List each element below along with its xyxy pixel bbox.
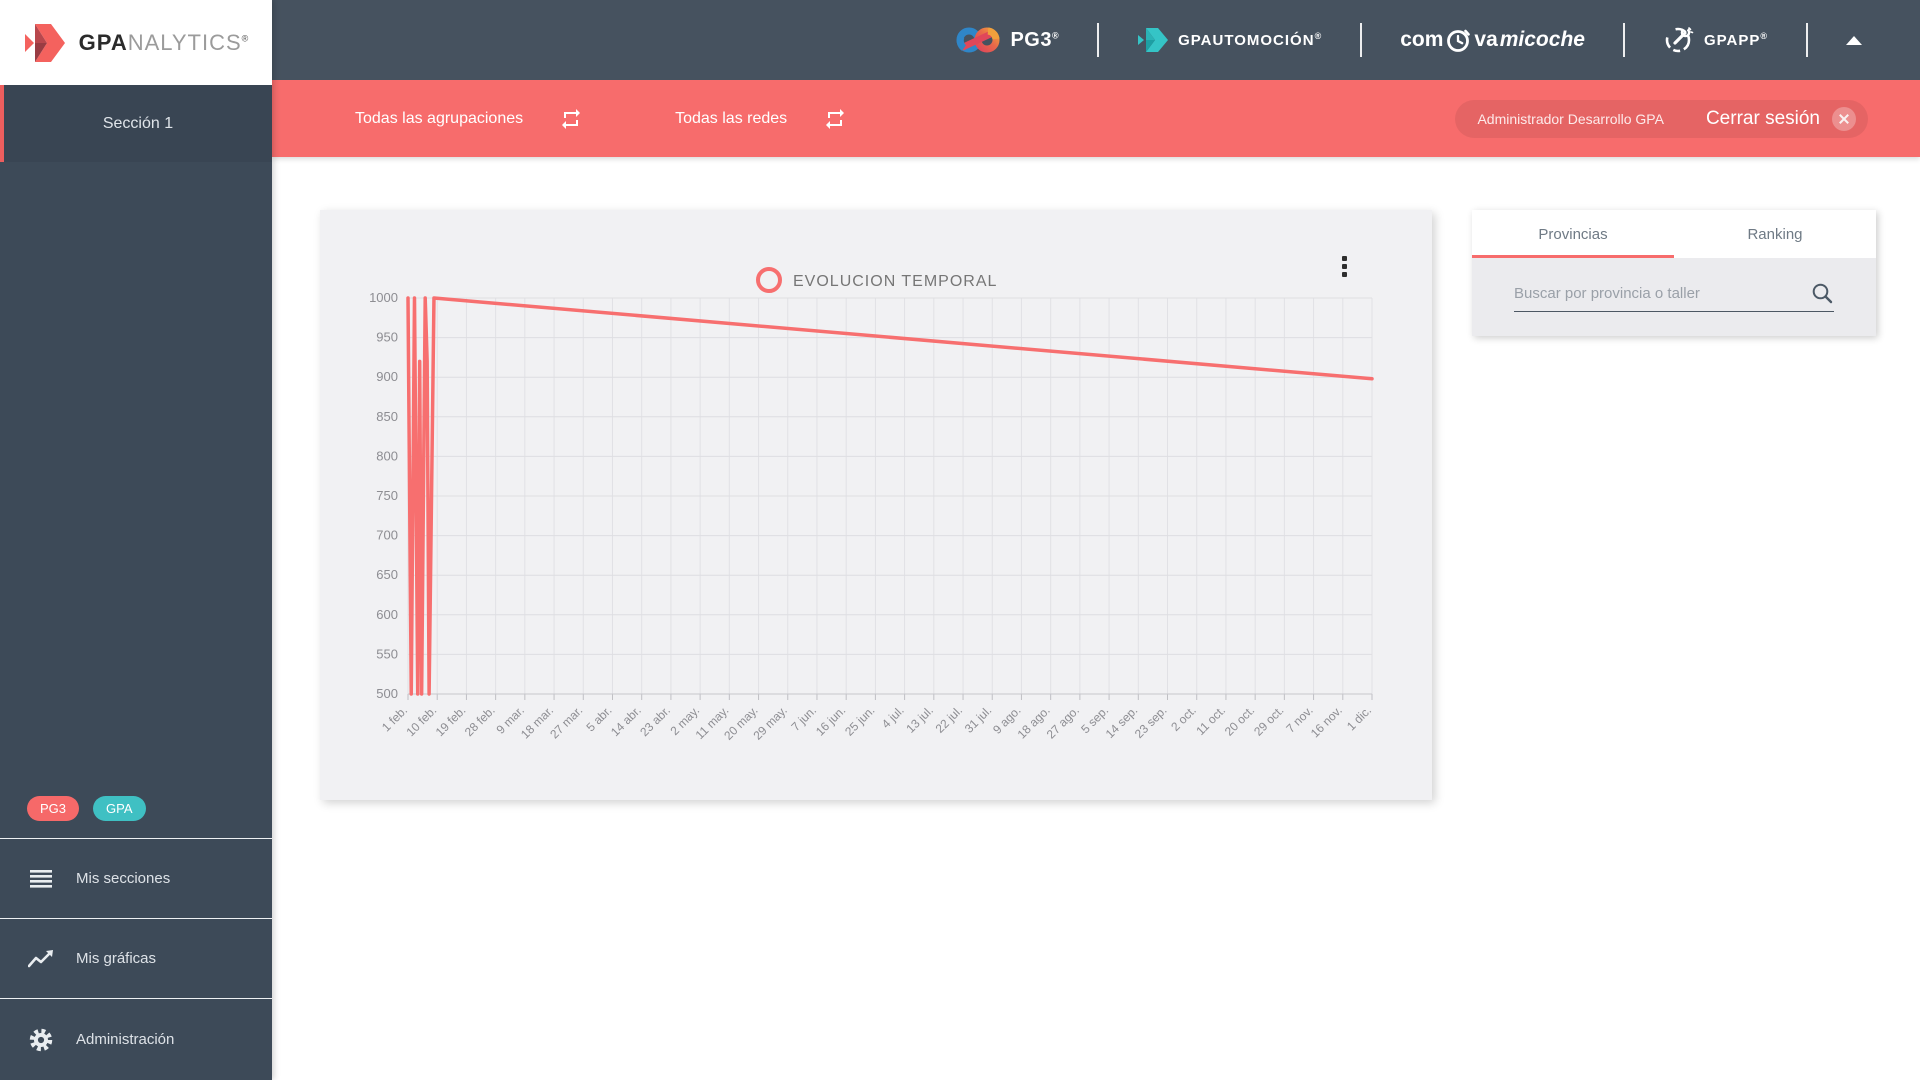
line-chart: 1 feb.10 feb.19 feb.28 feb.9 mar.18 mar.…	[369, 267, 1374, 743]
svg-text:1 dic.: 1 dic.	[1344, 703, 1374, 733]
tab-label: Provincias	[1538, 225, 1608, 243]
search-input[interactable]	[1514, 285, 1811, 302]
gpapp-logo: GPAPP®	[1663, 24, 1768, 56]
gpautomocion-logo: GPAUTOMOCIÓN®	[1137, 25, 1322, 55]
svg-text:23 sep.: 23 sep.	[1132, 703, 1170, 741]
compra-text-post: micoche	[1499, 28, 1585, 51]
header-divider	[1622, 23, 1625, 57]
logo-light-text: NALYTICS	[127, 29, 242, 55]
header-divider	[1806, 23, 1808, 57]
compra-text-pre: com	[1400, 28, 1444, 51]
user-name: Administrador Desarrollo GPA	[1477, 110, 1664, 127]
top-header: PG3® GPAUTOMOCIÓN® com va micoche	[272, 0, 1920, 80]
svg-text:16 nov.: 16 nov.	[1308, 703, 1345, 740]
svg-text:800: 800	[376, 448, 398, 463]
gpapp-wordmark: GPAPP®	[1703, 31, 1768, 49]
close-icon[interactable]	[1832, 106, 1856, 131]
search-icon[interactable]	[1811, 282, 1834, 305]
svg-text:550: 550	[376, 646, 398, 661]
menu-icon	[28, 869, 54, 889]
svg-text:28 feb.: 28 feb.	[462, 703, 498, 739]
pg3-infinity-icon	[956, 27, 1000, 53]
chart-options-kebab-icon[interactable]	[1340, 254, 1349, 279]
svg-text:4 jul.: 4 jul.	[879, 703, 907, 731]
svg-text:600: 600	[376, 607, 398, 622]
sidebar-item-administracion[interactable]: Administración	[0, 998, 272, 1080]
logout-label: Cerrar sesión	[1705, 107, 1820, 129]
gpanalytics-wordmark: GPANALYTICS®	[79, 30, 250, 56]
svg-text:16 jun.: 16 jun.	[813, 703, 848, 738]
filter-agrupaciones[interactable]: Todas las agrupaciones	[355, 107, 583, 131]
svg-text:13 jul.: 13 jul.	[903, 703, 936, 736]
svg-text:750: 750	[376, 488, 398, 503]
search-field	[1514, 282, 1834, 312]
logout-button[interactable]: Cerrar sesión	[1705, 106, 1856, 131]
svg-text:14 abr.: 14 abr.	[608, 703, 644, 739]
svg-text:22 jul.: 22 jul.	[933, 703, 966, 736]
evolution-chart-card: 1 feb. 10 feb. 19 feb. 28 feb. 9 mar. 18 mar.…	[320, 210, 1432, 800]
svg-text:950: 950	[376, 330, 398, 345]
tab-ranking[interactable]: Ranking	[1674, 210, 1876, 258]
svg-text:500: 500	[376, 686, 398, 701]
section-label: Sección 1	[102, 114, 174, 132]
svg-text:EVOLUCION TEMPORAL: EVOLUCION TEMPORAL	[793, 273, 997, 290]
tab-label: Ranking	[1747, 225, 1803, 243]
svg-text:20 oct.: 20 oct.	[1222, 703, 1257, 738]
compra-text-mid: va	[1474, 28, 1498, 51]
gpanalytics-arrow-icon	[24, 23, 65, 62]
pg3-wordmark: PG3®	[1010, 28, 1060, 51]
sidebar-item-label: Mis secciones	[76, 870, 171, 887]
svg-text:850: 850	[376, 409, 398, 424]
wrench-circle-icon	[1665, 27, 1694, 53]
filter-label: Todas las agrupaciones	[355, 109, 524, 127]
sidebar-item-label: Administración	[76, 1031, 175, 1048]
clock-icon	[1447, 29, 1471, 52]
sidebar-item-label: Mis gráficas	[76, 950, 157, 967]
provinces-panel: Provincias Ranking	[1472, 210, 1876, 336]
filter-label: Todas las redes	[675, 109, 788, 127]
svg-text:27 mar.: 27 mar.	[547, 703, 585, 741]
svg-text:700: 700	[376, 528, 398, 543]
svg-text:23 abr.: 23 abr.	[637, 703, 673, 739]
svg-text:900: 900	[376, 369, 398, 384]
sidebar-bottom: PG3 GPA Mis secciones	[0, 796, 272, 1080]
logo-reg-mark: ®	[241, 33, 250, 44]
svg-text:31 jul.: 31 jul.	[962, 703, 995, 736]
line-chart-icon	[28, 949, 54, 969]
user-session-pill: Administrador Desarrollo GPA Cerrar sesi…	[1455, 99, 1868, 138]
svg-text:27 ago.: 27 ago.	[1044, 703, 1082, 741]
filter-bar: Todas las agrupaciones Todas las redes A…	[272, 80, 1920, 157]
sidebar: GPANALYTICS® Sección 1 PG3 GPA	[0, 0, 272, 1080]
header-divider	[1097, 23, 1100, 57]
svg-text:11 oct.: 11 oct.	[1193, 703, 1228, 738]
pg3-badge[interactable]: PG3	[27, 796, 80, 821]
sidebar-item-mis-graficas[interactable]: Mis gráficas	[0, 918, 272, 998]
filter-redes[interactable]: Todas las redes	[675, 107, 847, 131]
svg-text:19 feb.: 19 feb.	[433, 703, 469, 739]
collapse-caret-icon[interactable]	[1846, 35, 1862, 45]
svg-text:10 feb.: 10 feb.	[403, 703, 439, 739]
compravamicoche-logo: com va micoche	[1400, 26, 1585, 54]
svg-text:25 jun.: 25 jun.	[842, 703, 877, 738]
pg3-logo: PG3®	[955, 24, 1059, 56]
svg-text:29 oct.: 29 oct.	[1251, 703, 1286, 738]
svg-text:1000: 1000	[369, 290, 398, 305]
logo-bold-text: GPA	[78, 29, 128, 55]
swap-icon[interactable]	[559, 107, 583, 131]
gpa-badge[interactable]: GPA	[93, 796, 146, 821]
svg-text:650: 650	[376, 567, 398, 582]
panel-tabs: Provincias Ranking	[1472, 210, 1876, 258]
sidebar-item-seccion-1[interactable]: Sección 1	[0, 85, 272, 162]
swap-icon[interactable]	[823, 107, 847, 131]
sidebar-item-mis-secciones[interactable]: Mis secciones	[0, 838, 272, 918]
header-divider	[1360, 23, 1363, 57]
gpautomocion-wordmark: GPAUTOMOCIÓN®	[1178, 31, 1323, 49]
gear-icon	[28, 1027, 54, 1053]
panel-body	[1472, 258, 1876, 336]
badge-row: PG3 GPA	[0, 796, 272, 838]
gpautomocion-arrow-icon	[1138, 28, 1169, 52]
tab-provincias[interactable]: Provincias	[1472, 210, 1674, 258]
gpanalytics-logo: GPANALYTICS®	[0, 0, 272, 85]
